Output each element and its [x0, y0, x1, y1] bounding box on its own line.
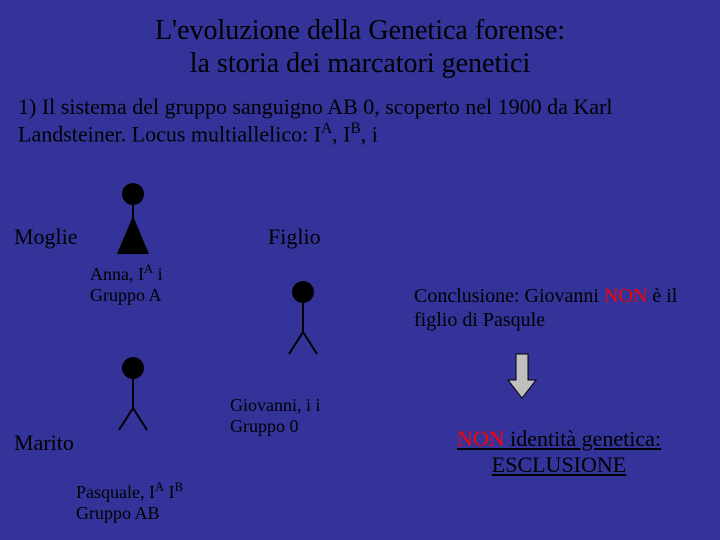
slide-subtitle: 1) Il sistema del gruppo sanguigno AB 0,…: [0, 80, 720, 148]
caption-pasquale: Pasquale, IA IB Gruppo AB: [76, 480, 183, 524]
label-marito: Marito: [14, 430, 74, 456]
caption-giovanni: Giovanni, i i Gruppo 0: [230, 395, 321, 437]
result-text: NON identità genetica: ESCLUSIONE: [434, 426, 684, 479]
title-line2: la storia dei marcatori genetici: [190, 48, 531, 79]
slide-title: L'evoluzione della Genetica forense: la …: [0, 0, 720, 80]
conclusion-text: Conclusione: Giovanni NON è il figlio di…: [414, 284, 704, 332]
person-male-icon: [110, 356, 156, 432]
arrow-down-icon: [506, 352, 538, 405]
figure-marito: [110, 356, 156, 432]
person-female-icon: [110, 182, 156, 258]
figure-figlio: [280, 280, 326, 356]
caption-anna: Anna, IA i Gruppo A: [90, 262, 163, 306]
figure-moglie: [110, 182, 156, 258]
label-moglie: Moglie: [14, 224, 78, 250]
title-line1: L'evoluzione della Genetica forense:: [155, 15, 565, 46]
label-figlio: Figlio: [268, 224, 321, 250]
person-male-icon: [280, 280, 326, 356]
